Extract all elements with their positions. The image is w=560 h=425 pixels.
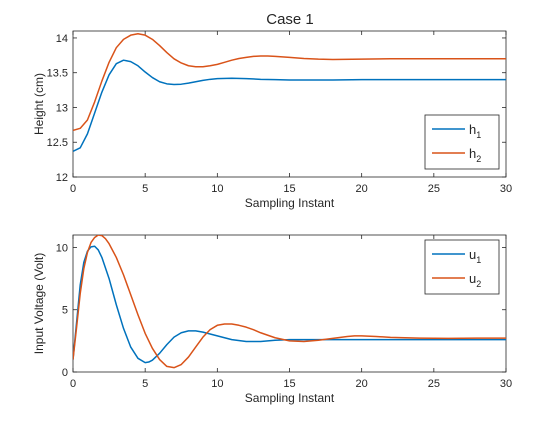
series-line-h2 xyxy=(73,33,506,132)
y-tick-label: 13 xyxy=(56,102,68,114)
series-line-h1 xyxy=(73,59,506,152)
legend-entry-subscript: 2 xyxy=(476,154,481,164)
y-tick-label: 5 xyxy=(62,305,68,317)
y-axis-label: Input Voltage (Volt) xyxy=(32,253,46,354)
y-tick-label: 10 xyxy=(56,242,68,254)
legend-entry: h2 xyxy=(469,146,481,164)
y-tick-label: 0 xyxy=(62,367,68,379)
legend-entry-subscript: 2 xyxy=(476,279,481,289)
x-tick-label: 30 xyxy=(500,378,512,390)
legend-entry: u2 xyxy=(469,271,481,289)
figure-title: Case 1 xyxy=(266,11,314,28)
y-tick-label: 13.5 xyxy=(47,68,68,80)
voltage-plot: 0 5 10 15 20 25 30 0 5 10 Sampling Instant Input Vo… xyxy=(32,234,512,405)
y-tick-label: 12 xyxy=(56,172,68,184)
y-tick-label: 14 xyxy=(56,33,68,45)
legend-entry: h1 xyxy=(469,122,481,140)
x-tick-label: 10 xyxy=(211,378,223,390)
x-tick-label: 25 xyxy=(428,378,440,390)
x-tick-label: 20 xyxy=(356,378,368,390)
x-tick-label: 5 xyxy=(142,378,148,390)
legend-box xyxy=(424,239,500,295)
x-tick-label: 5 xyxy=(142,183,148,195)
x-tick-label: 15 xyxy=(283,378,295,390)
x-tick-label: 10 xyxy=(211,183,223,195)
y-axis-label: Height (cm) xyxy=(32,73,46,135)
legend-entry-name: u xyxy=(469,271,476,286)
x-axis-label: Sampling Instant xyxy=(245,391,335,405)
x-tick-label: 0 xyxy=(70,183,76,195)
x-axis-label: Sampling Instant xyxy=(245,196,335,210)
legend-entry-subscript: 1 xyxy=(476,255,481,265)
x-tick-label: 20 xyxy=(356,183,368,195)
x-tick-label: 15 xyxy=(283,183,295,195)
y-tick-label: 12.5 xyxy=(47,137,68,149)
legend-entry-subscript: 1 xyxy=(476,130,481,140)
legend-box xyxy=(424,114,500,170)
legend-entry-name: h xyxy=(469,146,476,161)
legend-entry: u1 xyxy=(469,247,481,265)
legend-entry-name: h xyxy=(469,122,476,137)
x-tick-label: 0 xyxy=(70,378,76,390)
x-tick-label: 30 xyxy=(500,183,512,195)
legend-entry-name: u xyxy=(469,247,476,262)
series-line-u2 xyxy=(73,235,506,369)
x-tick-label: 25 xyxy=(428,183,440,195)
